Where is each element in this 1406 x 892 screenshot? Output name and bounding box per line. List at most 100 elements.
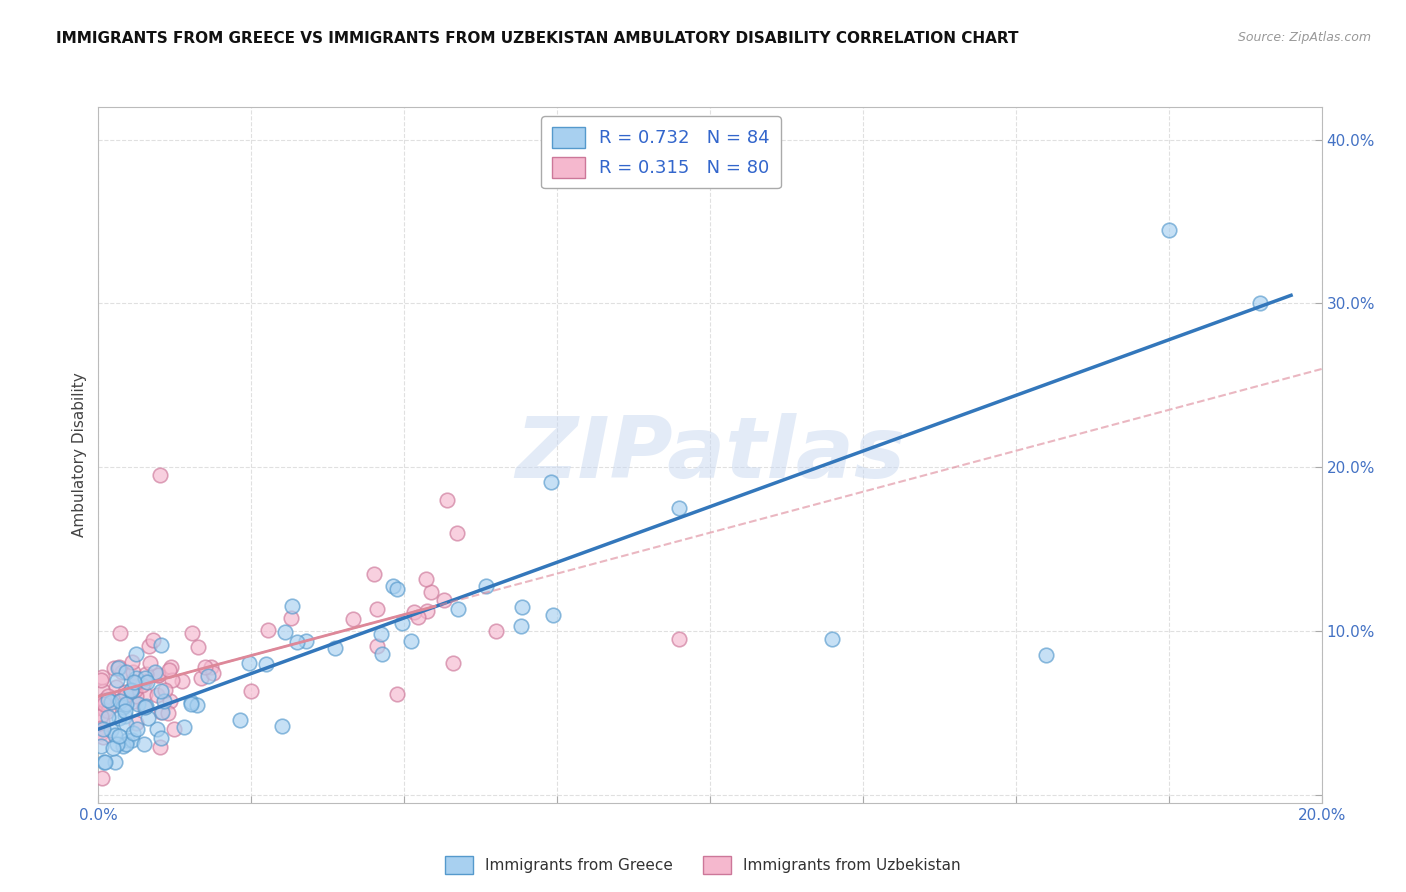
Point <box>257 623 280 637</box>
Point <box>238 656 260 670</box>
Point <box>124 671 146 685</box>
Point <box>124 682 146 697</box>
Point <box>134 674 156 689</box>
Point <box>159 694 181 708</box>
Point <box>512 599 534 614</box>
Point <box>668 632 690 646</box>
Point <box>124 647 146 661</box>
Point <box>149 739 172 754</box>
Point <box>93 755 115 769</box>
Point <box>280 599 302 613</box>
Point <box>408 609 430 624</box>
Point <box>172 673 194 688</box>
Point <box>132 737 155 751</box>
Point <box>125 722 148 736</box>
Point <box>90 739 112 753</box>
Point <box>420 584 443 599</box>
Point <box>1157 223 1180 237</box>
Point <box>101 740 124 755</box>
Point <box>105 673 128 687</box>
Point <box>190 671 212 685</box>
Point <box>156 706 179 720</box>
Point <box>153 694 176 708</box>
Point <box>150 705 173 719</box>
Point <box>149 638 172 652</box>
Point <box>240 684 263 698</box>
Point <box>142 632 165 647</box>
Text: ZIPatlas: ZIPatlas <box>515 413 905 497</box>
Point <box>273 624 295 639</box>
Point <box>115 665 138 680</box>
Point <box>146 668 169 682</box>
Point <box>107 661 129 675</box>
Point <box>145 722 167 736</box>
Point <box>415 572 437 586</box>
Point <box>110 693 132 707</box>
Point <box>157 663 180 677</box>
Point <box>1035 648 1057 663</box>
Point <box>93 693 115 707</box>
Point <box>138 639 160 653</box>
Point <box>363 566 385 581</box>
Point <box>94 703 117 717</box>
Point <box>132 700 155 714</box>
Point <box>149 468 172 483</box>
Point <box>91 670 114 684</box>
Point <box>121 726 143 740</box>
Point <box>90 673 112 688</box>
Point <box>415 605 437 619</box>
Point <box>100 695 122 709</box>
Point <box>433 592 456 607</box>
Point <box>112 697 135 711</box>
Point <box>105 737 128 751</box>
Point <box>447 602 470 616</box>
Point <box>387 582 409 597</box>
Point <box>323 640 346 655</box>
Point <box>187 640 209 654</box>
Point <box>108 660 131 674</box>
Point <box>111 665 134 679</box>
Point <box>108 729 131 743</box>
Point <box>125 689 148 703</box>
Point <box>228 713 250 727</box>
Point <box>404 605 426 619</box>
Point <box>200 660 222 674</box>
Point <box>91 723 114 737</box>
Point <box>114 697 136 711</box>
Point <box>90 722 112 736</box>
Point <box>475 579 498 593</box>
Point <box>153 683 176 698</box>
Text: Source: ZipAtlas.com: Source: ZipAtlas.com <box>1237 31 1371 45</box>
Point <box>120 683 142 698</box>
Point <box>93 755 115 769</box>
Point <box>91 730 114 744</box>
Point <box>370 648 392 662</box>
Point <box>370 626 392 640</box>
Point <box>121 733 143 747</box>
Point <box>112 739 135 753</box>
Point <box>134 671 156 685</box>
Point <box>97 689 120 703</box>
Point <box>110 626 132 640</box>
Legend: Immigrants from Greece, Immigrants from Uzbekistan: Immigrants from Greece, Immigrants from … <box>439 850 967 880</box>
Point <box>111 699 134 714</box>
Point <box>114 689 136 703</box>
Point <box>366 601 388 615</box>
Y-axis label: Ambulatory Disability: Ambulatory Disability <box>72 373 87 537</box>
Point <box>280 611 302 625</box>
Point <box>114 704 136 718</box>
Point <box>821 632 844 646</box>
Point <box>105 680 128 694</box>
Point <box>150 731 173 745</box>
Point <box>103 660 125 674</box>
Point <box>124 675 146 690</box>
Point <box>181 626 204 640</box>
Point <box>541 607 564 622</box>
Point <box>146 668 169 682</box>
Point <box>136 711 159 725</box>
Point <box>197 669 219 683</box>
Point <box>150 705 173 719</box>
Point <box>180 695 202 709</box>
Point <box>124 676 146 690</box>
Point <box>120 682 142 697</box>
